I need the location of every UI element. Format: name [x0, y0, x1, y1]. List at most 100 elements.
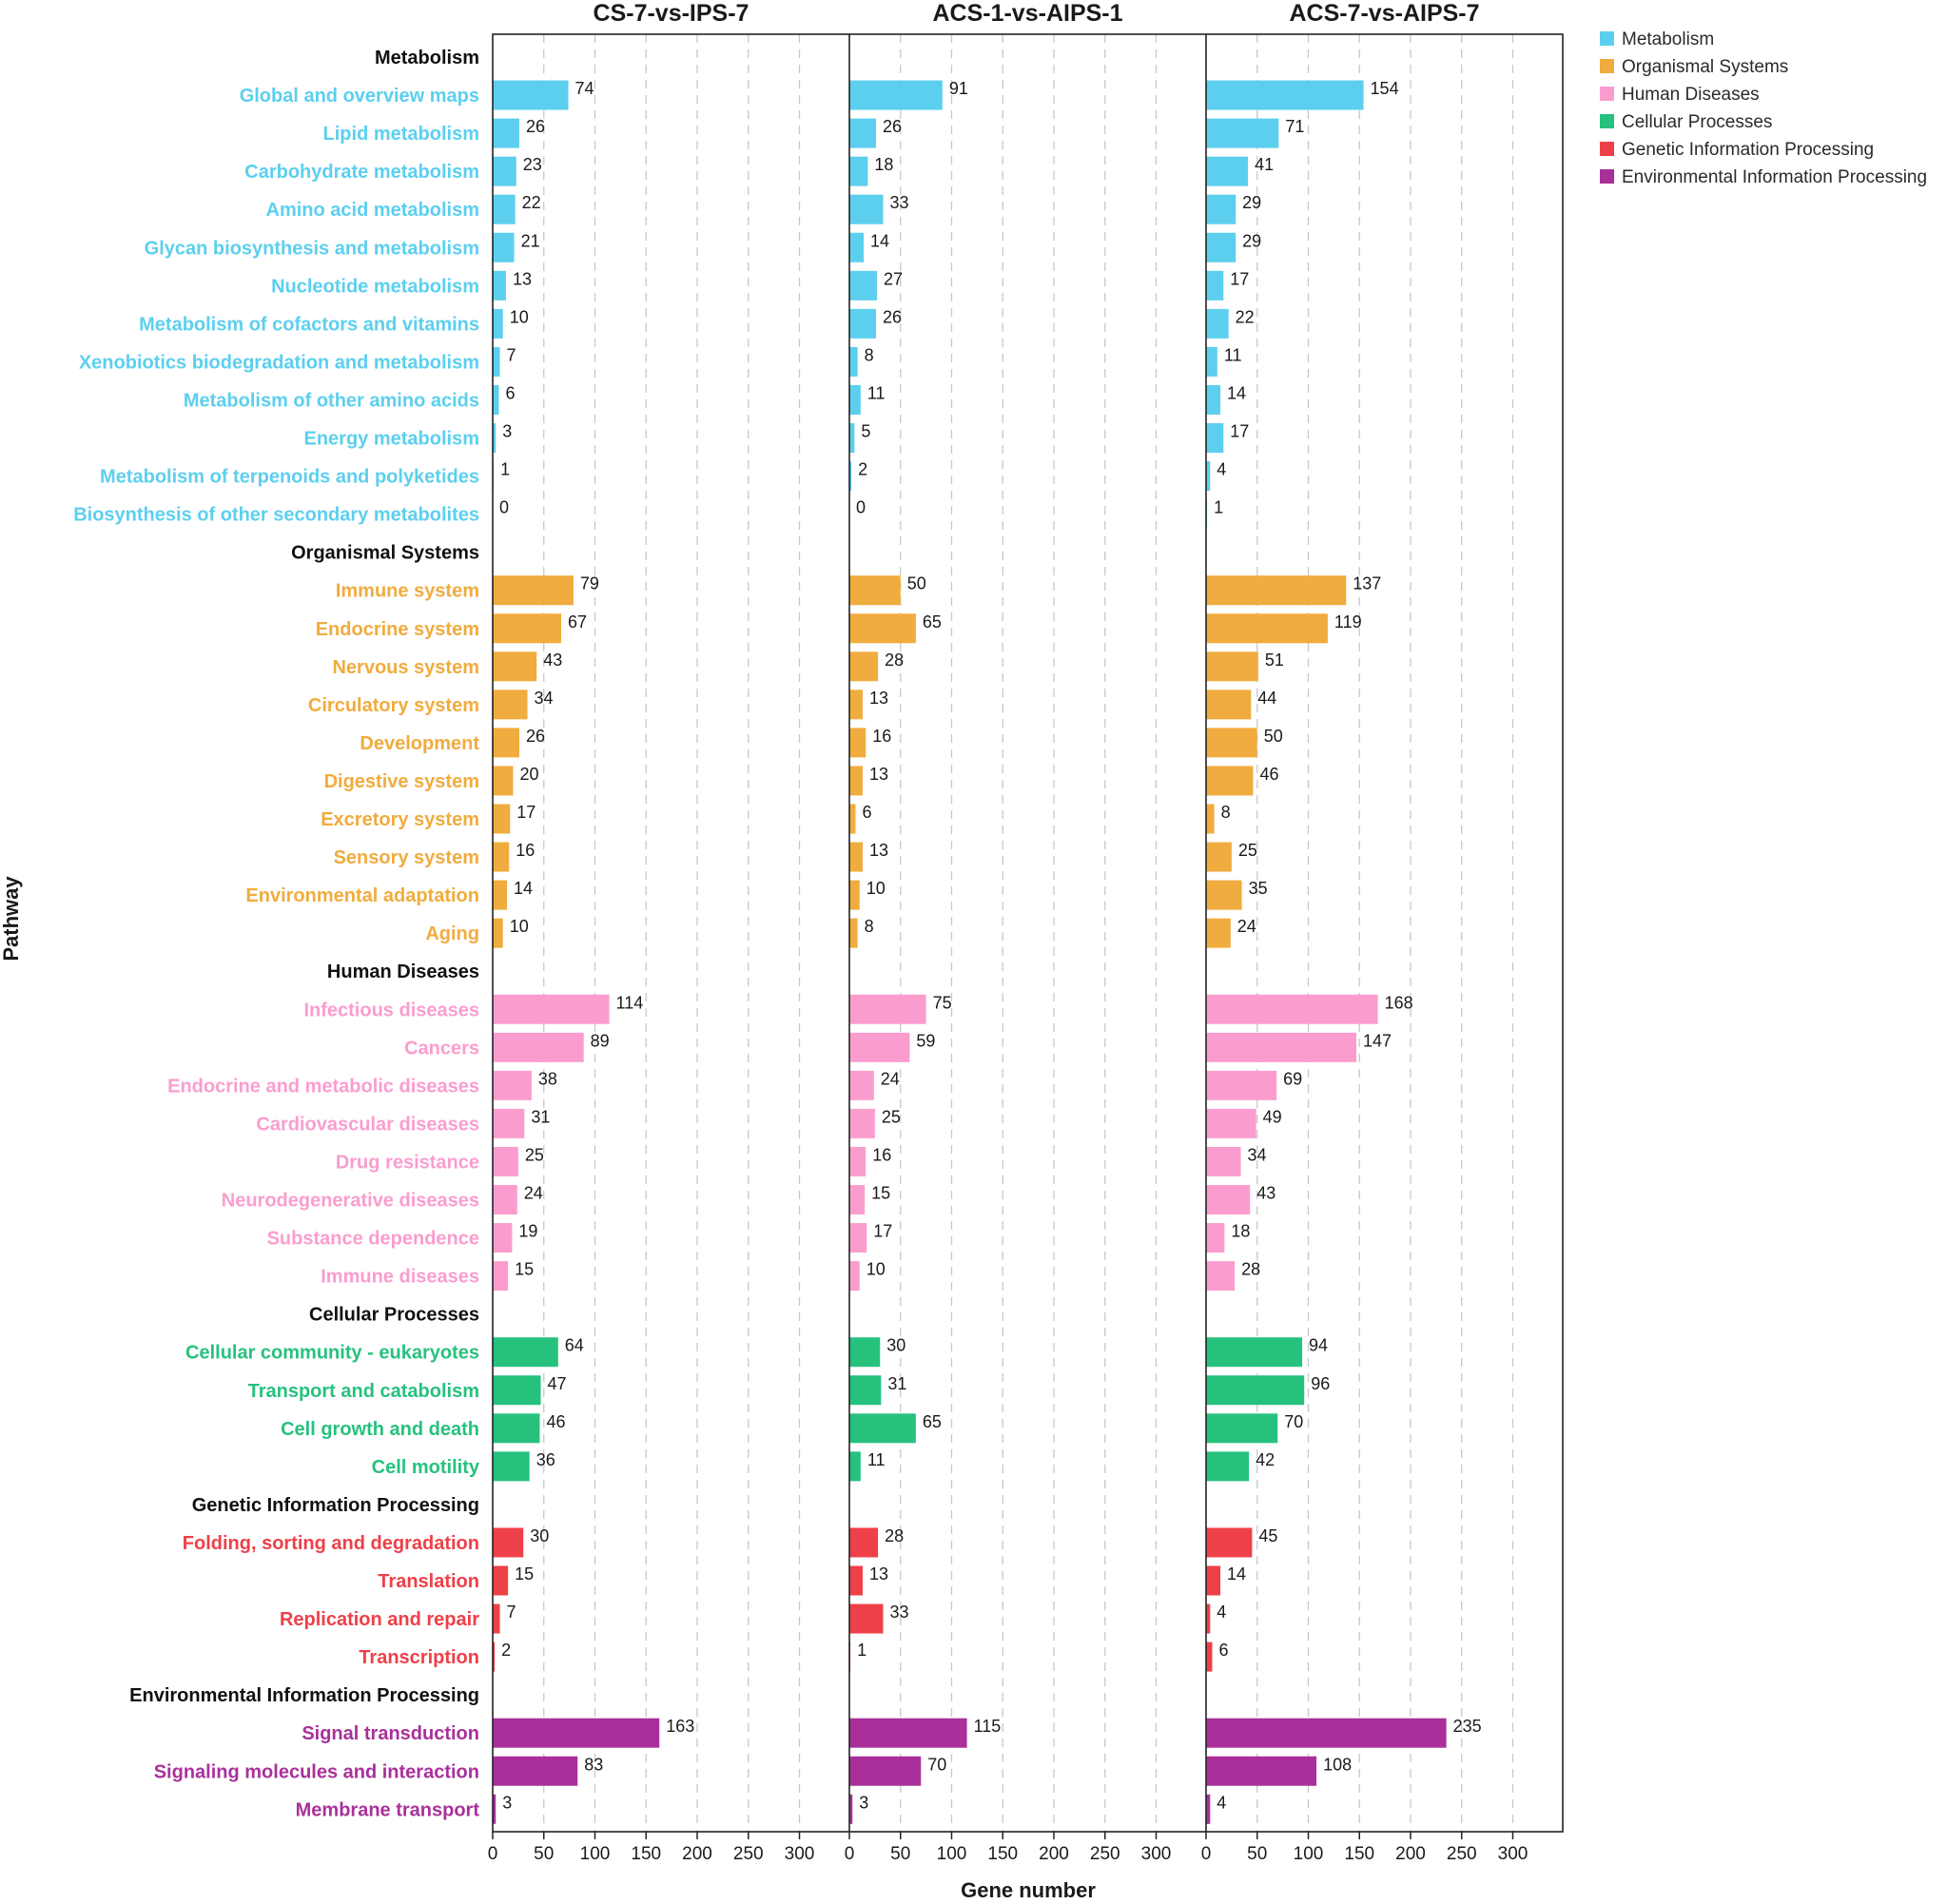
bar-value-label: 7 — [507, 345, 516, 364]
bar — [849, 1223, 867, 1253]
bar-value-label: 33 — [889, 1603, 908, 1622]
bar-value-label: 7 — [507, 1603, 516, 1622]
bar-value-label: 30 — [530, 1526, 549, 1545]
panel-title: ACS-1-vs-AIPS-1 — [932, 0, 1122, 27]
bar-value-label: 2 — [501, 1641, 511, 1660]
category-label: Transcription — [359, 1647, 479, 1668]
category-label: Amino acid metabolism — [266, 200, 480, 221]
bar — [493, 1032, 584, 1062]
bar-value-label: 17 — [516, 803, 535, 822]
bar — [493, 1261, 509, 1292]
x-tick-label: 100 — [580, 1844, 611, 1864]
bar-value-label: 21 — [521, 231, 540, 250]
bar — [849, 1756, 922, 1786]
bar-value-label: 65 — [923, 612, 942, 631]
bar-value-label: 28 — [885, 1526, 904, 1545]
category-label: Transport and catabolism — [248, 1381, 479, 1402]
bar — [849, 423, 855, 453]
legend-label: Organismal Systems — [1622, 57, 1788, 77]
bar — [1206, 1527, 1253, 1558]
bar — [493, 1070, 532, 1100]
bar-value-label: 18 — [1231, 1222, 1250, 1241]
bar — [493, 690, 528, 720]
bar — [493, 575, 574, 606]
legend-label: Cellular Processes — [1622, 112, 1772, 132]
bar-value-label: 14 — [1227, 1564, 1246, 1583]
bar — [1206, 918, 1231, 948]
bar-value-label: 16 — [516, 841, 535, 860]
bar-value-label: 29 — [1242, 193, 1261, 212]
bar-value-label: 10 — [510, 917, 529, 936]
category-label: Aging — [425, 923, 479, 944]
bar — [849, 1185, 866, 1214]
bar-value-label: 17 — [1230, 422, 1249, 441]
bar-value-label: 71 — [1285, 117, 1304, 136]
bar — [1206, 575, 1347, 606]
bar — [1206, 461, 1211, 492]
bar-value-label: 6 — [1218, 1641, 1228, 1660]
bar-value-label: 25 — [1238, 841, 1257, 860]
bar — [849, 346, 858, 377]
bar-value-label: 45 — [1258, 1526, 1277, 1545]
bar-value-label: 96 — [1311, 1374, 1330, 1393]
bar-value-label: 108 — [1323, 1755, 1352, 1774]
bar — [1206, 613, 1328, 644]
group-label: Human Diseases — [327, 962, 479, 982]
category-label: Sensory system — [334, 847, 479, 868]
bar — [493, 1794, 496, 1824]
bar — [849, 1032, 910, 1062]
bar — [493, 346, 500, 377]
x-tick-label: 300 — [1498, 1844, 1528, 1864]
bar-value-label: 16 — [872, 727, 891, 746]
bar-value-label: 18 — [874, 155, 893, 174]
bar-value-label: 47 — [548, 1374, 567, 1393]
bar — [1206, 1603, 1211, 1634]
category-label: Carbohydrate metabolism — [244, 162, 479, 183]
bar — [493, 1413, 540, 1444]
bar-value-label: 43 — [1256, 1184, 1275, 1203]
bar — [1206, 1642, 1213, 1672]
grid-layer — [543, 34, 1514, 1832]
bar — [1206, 1146, 1241, 1176]
bar-value-label: 0 — [856, 498, 866, 517]
bar — [1206, 842, 1232, 872]
x-axis-title: Gene number — [961, 1878, 1096, 1902]
bar — [1206, 728, 1257, 758]
x-tick-label: 300 — [1141, 1844, 1172, 1864]
bar-value-label: 6 — [862, 803, 871, 822]
category-label: Xenobiotics biodegradation and metabolis… — [79, 352, 479, 373]
bar-value-label: 13 — [869, 689, 888, 708]
category-label: Excretory system — [321, 809, 479, 830]
bar-value-label: 28 — [885, 651, 904, 670]
bar — [849, 1375, 882, 1406]
bar — [1206, 80, 1364, 110]
bar-value-label: 19 — [518, 1222, 537, 1241]
bar-value-label: 79 — [580, 574, 599, 593]
x-tick-label: 250 — [1447, 1844, 1477, 1864]
legend-label: Metabolism — [1622, 29, 1714, 49]
bar-value-label: 1 — [1214, 498, 1223, 517]
bar-value-label: 20 — [520, 765, 539, 784]
bar-value-label: 10 — [866, 1260, 886, 1279]
bar — [493, 766, 514, 796]
category-label: Metabolism of cofactors and vitamins — [139, 314, 479, 335]
bar-value-label: 49 — [1263, 1107, 1282, 1126]
bar-value-label: 22 — [522, 193, 541, 212]
bar — [1206, 651, 1258, 682]
bar — [849, 1337, 881, 1368]
bar — [1206, 1070, 1277, 1100]
bar — [1206, 1185, 1251, 1214]
bar-value-label: 8 — [865, 917, 874, 936]
bar — [849, 804, 856, 834]
panel-title: ACS-7-vs-AIPS-7 — [1289, 0, 1479, 27]
x-tick-label: 100 — [937, 1844, 967, 1864]
bar-value-label: 14 — [870, 231, 889, 250]
bar — [849, 194, 884, 224]
x-tick-label: 50 — [1247, 1844, 1267, 1864]
x-tick-label: 300 — [785, 1844, 815, 1864]
bar-value-label: 36 — [536, 1450, 555, 1469]
group-label: Cellular Processes — [309, 1305, 479, 1326]
bar — [1206, 766, 1254, 796]
bar — [849, 575, 901, 606]
bar-value-label: 24 — [524, 1184, 543, 1203]
